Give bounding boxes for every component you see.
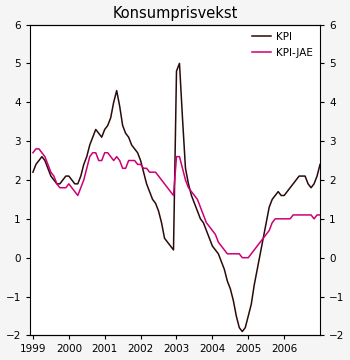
Legend: KPI, KPI-JAE: KPI, KPI-JAE [250, 30, 315, 60]
KPI [31, 170, 35, 174]
KPI-JAE [318, 213, 322, 217]
KPI [120, 123, 125, 128]
Title: Konsumprisvekst: Konsumprisvekst [112, 5, 238, 21]
Line: KPI: KPI [33, 63, 341, 332]
Line: KPI-JAE: KPI-JAE [33, 149, 341, 258]
KPI [339, 170, 343, 174]
KPI-JAE [333, 224, 337, 229]
KPI-JAE [186, 185, 190, 190]
KPI [333, 174, 337, 178]
KPI [177, 61, 182, 66]
KPI-JAE [43, 154, 47, 159]
KPI [108, 116, 113, 120]
KPI-JAE [112, 158, 116, 163]
KPI-JAE [339, 228, 343, 233]
KPI [40, 154, 44, 159]
KPI-JAE [240, 256, 244, 260]
KPI [186, 182, 190, 186]
KPI-JAE [31, 150, 35, 155]
KPI [318, 162, 322, 167]
KPI-JAE [124, 166, 128, 170]
KPI-JAE [34, 147, 38, 151]
KPI [240, 329, 244, 334]
